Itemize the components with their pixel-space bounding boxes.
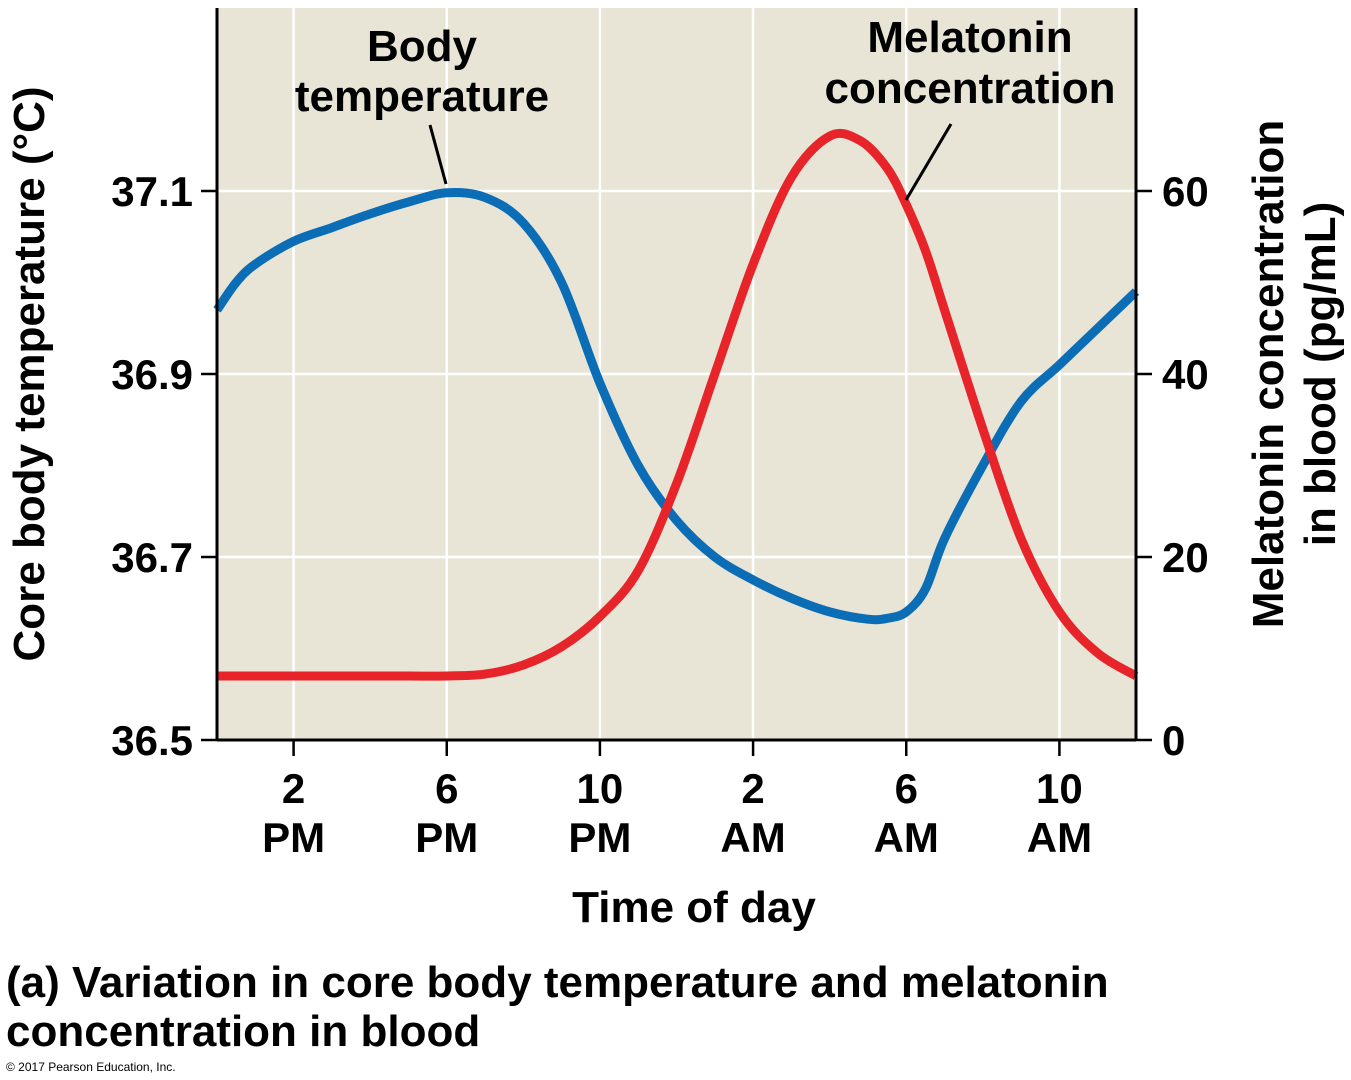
y-right-tick-label: 40 [1162,351,1209,398]
series-lines [213,128,1140,681]
y-right-tick-label: 20 [1162,534,1209,581]
figure-caption-line2: concentration in blood [6,1007,480,1056]
melatonin-label-line2: concentration [825,64,1116,113]
x-tick-period: PM [262,814,325,861]
figure-caption-line1: (a) Variation in core body temperature a… [6,958,1109,1007]
x-tick-period: PM [568,814,631,861]
body-temperature-label-line2: temperature [295,72,549,121]
y-right-axis-title-line2: in blood (pg/mL) [1296,202,1345,547]
x-tick-period: AM [874,814,939,861]
melatonin-leader [904,123,953,201]
y-right-axis-title-line1: Melatonin concentration [1244,120,1293,628]
y-right-tick-label: 60 [1162,168,1209,215]
x-tick-hour: 6 [435,765,458,812]
label-leaders [428,123,953,201]
body-temperature-line [213,188,1140,625]
x-tick-hour: 6 [895,765,918,812]
melatonin-label-line1: Melatonin [867,13,1072,62]
y-right-tick-label: 0 [1162,717,1185,764]
y-left-tick-labels: 36.5 36.7 36.9 37.1 [111,168,193,764]
melatonin-concentration-line [216,128,1139,681]
x-tick-period: PM [415,814,478,861]
axes [201,8,1152,756]
body-temperature-label-line1: Body [367,22,478,71]
y-left-tick-label: 37.1 [111,168,193,215]
x-tick-period: AM [720,814,785,861]
y-left-axis-title: Core body temperature (°C) [5,86,54,661]
y-right-tick-labels: 0 20 40 60 [1162,168,1209,764]
y-left-tick-label: 36.5 [111,717,193,764]
body-temperature-leader [428,124,448,185]
x-axis-title: Time of day [572,883,816,932]
x-tick-hour: 10 [577,765,624,812]
x-tick-hour: 10 [1036,765,1083,812]
y-left-tick-label: 36.7 [111,534,193,581]
x-tick-hour: 2 [282,765,305,812]
x-tick-period: AM [1027,814,1092,861]
x-tick-hour: 2 [741,765,764,812]
y-left-tick-label: 36.9 [111,351,193,398]
copyright-notice: © 2017 Pearson Education, Inc. [6,1060,176,1074]
